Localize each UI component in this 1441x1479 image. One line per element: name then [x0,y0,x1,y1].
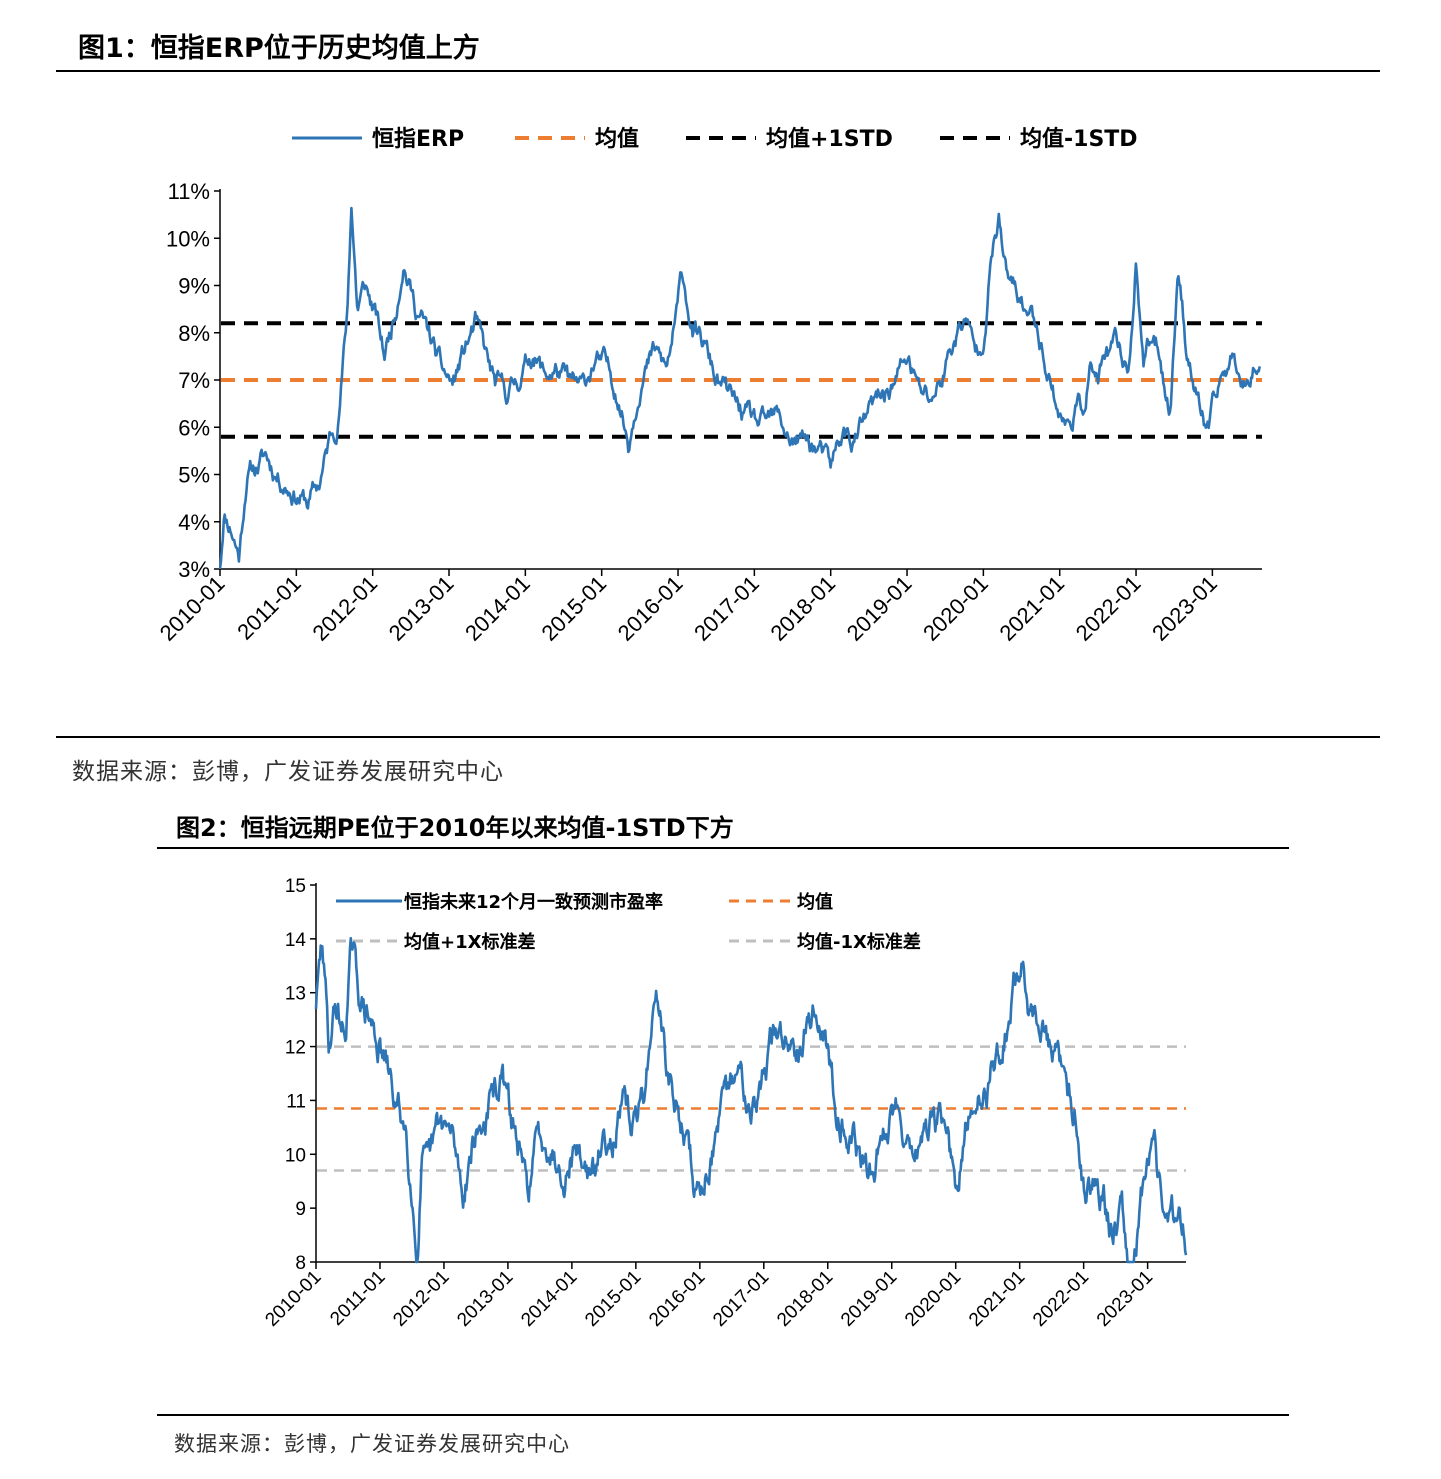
figure1-top-rule [56,70,1380,72]
pe-x-tick-label: 2015-01 [581,1267,645,1331]
pe-legend-label-mean: 均值 [797,891,833,913]
pe-x-tick-label: 2023-01 [1093,1267,1157,1331]
pe-legend-label-series: 恒指未来12个月一致预测市盈率 [404,891,663,913]
erp-chart: 恒指ERP 均值 均值+1STD 均值-1STD 3% 4% 5% 6% 7% 8% 9% 10% 11… [155,126,1262,646]
erp-legend-label-mean: 均值 [595,126,639,152]
erp-y-tick-label: 6% [178,415,210,440]
pe-y-tick-label: 8 [295,1253,306,1274]
pe-y-tick-label: 15 [285,876,306,897]
pe-y-tick-label: 14 [285,930,307,951]
pe-x-tick-label: 2020-01 [901,1267,965,1331]
erp-y-tick-label: 3% [178,557,210,582]
erp-series-line [218,206,1261,570]
pe-x-tick-label: 2010-01 [261,1267,325,1331]
figure2-bottom-rule [157,1414,1289,1416]
pe-legend-label-minus_std: 均值-1X标准差 [797,931,921,953]
figure2-source: 数据来源：彭博，广发证券发展研究中心 [174,1432,570,1456]
pe-legend-label-plus_std: 均值+1X标准差 [404,931,535,953]
pe-x-tick-label: 2011-01 [326,1267,389,1330]
erp-y-tick-label: 5% [178,463,210,488]
pe-x-tick-label: 2016-01 [645,1267,709,1331]
pe-x-tick-label: 2012-01 [389,1267,453,1331]
pe-x-tick-label: 2017-01 [709,1267,773,1331]
pe-y-tick-label: 10 [285,1145,306,1166]
pe-x-tick-label: 2018-01 [773,1267,837,1331]
figure2-title: 图2：恒指远期PE位于2010年以来均值-1STD下方 [176,814,734,842]
pe-x-tick-label: 2013-01 [453,1267,517,1331]
pe-y-tick-label: 9 [295,1199,306,1220]
pe-y-tick-label: 11 [286,1091,306,1112]
figure1-bottom-rule [56,736,1380,738]
erp-y-tick-label: 7% [178,368,210,393]
erp-y-tick-label: 10% [166,226,210,251]
figure1-source: 数据来源：彭博，广发证券发展研究中心 [72,759,504,785]
pe-y-tick-label: 12 [285,1038,306,1059]
pe-y-tick-label: 13 [285,984,306,1005]
erp-legend-label-plus_std: 均值+1STD [766,126,893,152]
erp-legend-label-series: 恒指ERP [372,126,464,152]
erp-y-tick-label: 8% [178,321,210,346]
figure1-title: 图1：恒指ERP位于历史均值上方 [78,33,480,64]
pe-series-line [314,936,1188,1264]
erp-y-tick-label: 11% [168,179,210,204]
erp-y-tick-label: 9% [178,274,210,299]
pe-x-tick-label: 2021-01 [965,1267,1029,1331]
pe-x-tick-label: 2019-01 [837,1267,901,1331]
erp-legend-label-minus_std: 均值-1STD [1020,126,1138,152]
pe-x-tick-label: 2014-01 [517,1267,581,1331]
erp-y-tick-label: 4% [178,510,210,535]
pe-x-tick-label: 2022-01 [1029,1267,1093,1331]
figure2-top-rule [157,847,1289,849]
